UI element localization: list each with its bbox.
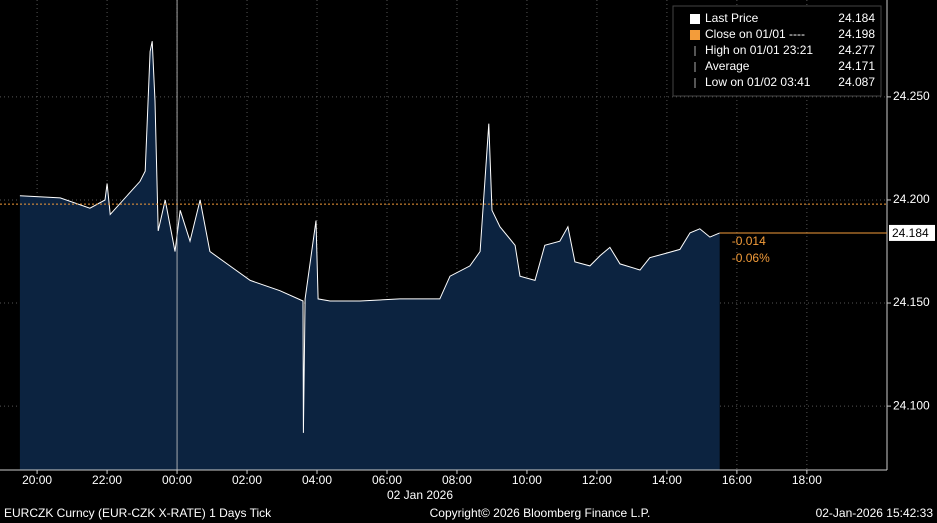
plot — [19, 0, 720, 470]
x-tick-label: 04:00 — [302, 473, 332, 487]
legend: Last Price 24.184 Close on 01/01 ---- 24.19… — [672, 5, 882, 97]
last-price-tag — [889, 224, 935, 241]
copyright: Copyright© 2026 Bloomberg Finance L.P. — [430, 506, 651, 520]
x-tick-label: 18:00 — [792, 473, 822, 487]
x-tick-label: 02:00 — [232, 473, 262, 487]
timestamp: 02-Jan-2026 15:42:33 — [816, 506, 934, 520]
legend-value: 24.171 — [838, 59, 875, 73]
legend-value: 24.198 — [838, 27, 875, 41]
last-price-label: 24.184 — [892, 226, 929, 240]
change-label: -0.014 — [732, 234, 766, 248]
y-tick-label: 24.150 — [893, 295, 930, 309]
x-tick-label: 22:00 — [92, 473, 122, 487]
price-line — [19, 41, 720, 433]
legend-label: Close on 01/01 ---- — [705, 27, 805, 41]
change-pct-label: -0.06% — [732, 251, 770, 265]
legend-box — [672, 5, 882, 97]
x-tick-label: 00:00 — [162, 473, 192, 487]
x-tick-label: 08:00 — [442, 473, 472, 487]
legend-label: High on 01/01 23:21 — [705, 43, 813, 57]
x-tick-label: 06:00 — [372, 473, 402, 487]
y-tick-label: 24.200 — [893, 192, 930, 206]
y-tick-label: 24.100 — [893, 398, 930, 412]
legend-label: Last Price — [705, 11, 759, 25]
y-tick-label: 24.250 — [893, 89, 930, 103]
footer-title: EURCZK Curncy (EUR-CZK X-RATE) 1 Days Ti… — [4, 506, 272, 520]
legend-value: 24.184 — [838, 11, 875, 25]
legend-value: 24.277 — [838, 43, 875, 57]
x-tick-label: 20:00 — [22, 473, 52, 487]
legend-value: 24.087 — [838, 75, 875, 89]
area-fill — [19, 41, 720, 470]
legend-swatch — [690, 30, 700, 40]
legend-label: Low on 01/02 03:41 — [705, 75, 811, 89]
x-tick-label: 16:00 — [722, 473, 752, 487]
x-tick-label: 10:00 — [512, 473, 542, 487]
legend-label: Average — [705, 59, 750, 73]
x-tick-label: 12:00 — [582, 473, 612, 487]
legend-swatch — [690, 14, 700, 24]
x-axis-label: 02 Jan 2026 — [387, 488, 453, 502]
x-tick-label: 14:00 — [652, 473, 682, 487]
